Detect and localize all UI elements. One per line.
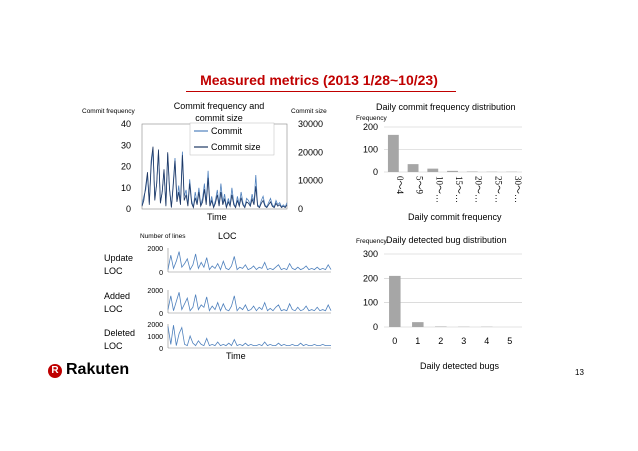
c3-title: LOC [218,231,237,241]
c1-series-commit-size [141,146,288,210]
c3-series-deleted [167,325,331,347]
c3-ytick-update-1: 2000 [147,246,163,253]
c1-ytick-left-0: 0 [126,204,131,214]
c1-legend-commit: Commit [211,126,242,136]
c4-ytick-1: 100 [363,298,378,308]
c2-ytick-2: 200 [363,122,378,132]
c3-ytick-added-0: 0 [159,311,163,318]
c1-ytick-right-0: 0 [298,204,303,214]
c2-xtick-1: 5～9 [415,176,425,195]
c1-ytick-left-2: 20 [121,162,131,172]
c1-legend-commit-size: Commit size [211,142,261,152]
c4-xtick-1: 1 [415,336,420,346]
c1-ytick-right-3: 30000 [298,119,323,129]
c4-ytick-0: 0 [373,322,378,332]
c3-ytick-update-0: 0 [159,270,163,277]
c3-ytick-added-1: 2000 [147,288,163,295]
c3-xlabel: Time [226,351,246,361]
c3-ytick-deleted-0: 0 [159,346,163,353]
panel-label-added-1: Added [104,291,131,301]
c4-xtick-5: 5 [507,336,512,346]
c3-series-update [167,251,332,271]
panel-label-update-1: Update [104,253,134,263]
c4-xtick-0: 0 [392,336,397,346]
c1-ytick-left-1: 10 [121,183,131,193]
c4-xtick-2: 2 [438,336,443,346]
c2-xtick-5: 25～… [493,176,503,203]
c2-ytick-1: 100 [363,145,378,155]
slide-title: Measured metrics (2013 1/28~10/23) [200,72,438,88]
page-number: 13 [575,368,584,377]
c1-ytick-right-2: 20000 [298,147,323,157]
c2-bar-3 [447,170,458,172]
c2-xtick-4: 20～… [474,176,484,203]
c4-ytick-3: 300 [363,249,378,259]
panel-label-added-2: LOC [104,304,123,314]
c4-ytick-2: 200 [363,273,378,283]
c4-xtick-4: 4 [484,336,489,346]
c2-bar-2 [427,168,439,172]
c1-title: Commit frequency and commit size [173,101,265,123]
c3-ylabel: Number of lines [140,233,186,240]
c4-xtick-3: 3 [461,336,466,346]
c4-ylabel: Frequency [356,238,387,245]
c4-bar-0 [389,275,401,327]
c2-ytick-0: 0 [373,167,378,177]
c3-series-added [167,292,332,312]
title-divider [186,91,456,92]
c2-bar-1 [407,164,419,172]
panel-label-update-2: LOC [104,266,123,276]
c3-ytick-deleted-1: 1000 [147,334,163,341]
c2-xtick-3: 15～… [454,176,464,203]
c1-ylabel-left: Commit frequency [82,108,135,115]
c2-title: Daily commit frequency distribution [376,102,516,112]
rakuten-logo-text: Rakuten [66,361,130,378]
c2-xtick-2: 10～… [434,176,444,203]
c2-xlabel: Daily commit frequency [408,212,502,222]
c1-ytick-left-4: 40 [121,119,131,129]
c1-ytick-right-1: 10000 [298,176,323,186]
c1-legend-box [189,122,275,156]
c4-xlabel: Daily detected bugs [420,361,500,371]
c2-xtick-6: 30～… [513,176,523,203]
c2-ylabel: Frequency [356,115,387,122]
c1-ylabel-right: Commit size [291,108,327,115]
rakuten-logo-icon: R [48,364,62,378]
c1-xlabel: Time [207,212,227,222]
panel-label-deleted-1: Deleted [104,328,136,338]
c2-bar-0 [387,134,399,172]
c4-bar-1 [412,322,424,327]
c1-ytick-left-3: 30 [121,140,131,150]
c4-title: Daily detected bug distribution [386,235,507,245]
panel-label-deleted-2: LOC [104,341,123,351]
c2-xtick-0: 0～4 [395,176,405,195]
c3-ytick-deleted-2: 2000 [147,322,163,329]
